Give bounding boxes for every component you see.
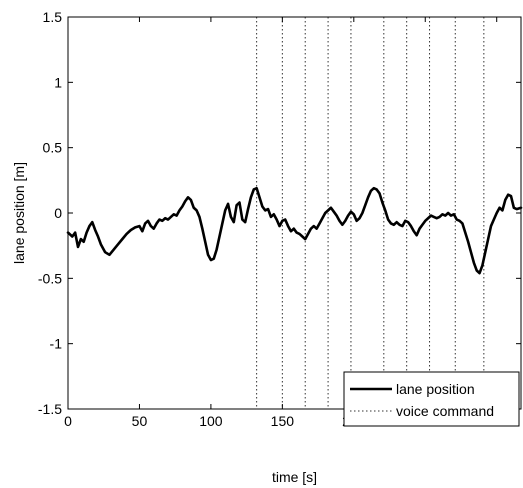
x-axis-label: time [s] [272,469,317,485]
y-tick-label: -1 [50,336,63,352]
plot-area-frame [67,16,522,410]
legend-label-lane-position: lane position [396,381,475,397]
y-tick-label: -1.5 [38,401,62,417]
x-tick-label: 100 [199,413,223,429]
y-tick-label: 1 [54,74,62,90]
lane-position-line [66,186,523,275]
y-tick-label: 0 [54,205,62,221]
y-axis-label: lane position [m] [11,162,27,264]
y-tick-label: 0.5 [43,140,63,156]
y-tick-label: 1.5 [43,9,63,25]
x-tick-label: 0 [64,413,72,429]
y-tick-label: -0.5 [38,270,62,286]
legend-box [343,371,520,427]
x-tick-label: 50 [132,413,148,429]
legend: lane position voice command [343,371,520,427]
x-tick-label: 150 [271,413,295,429]
legend-label-voice-command: voice command [396,403,494,419]
axis-ticks [67,16,521,410]
